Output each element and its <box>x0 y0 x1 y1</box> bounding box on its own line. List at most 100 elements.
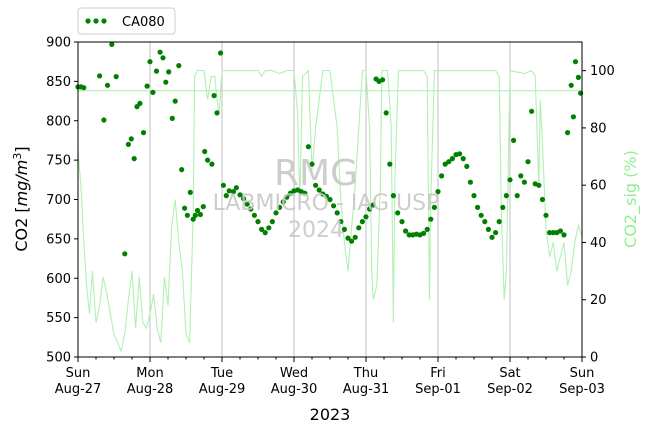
data-point <box>363 214 369 220</box>
data-point <box>157 49 163 55</box>
data-point <box>172 98 178 104</box>
data-point <box>406 232 412 238</box>
data-point <box>251 212 257 218</box>
data-point <box>439 173 445 179</box>
co2-sig-series <box>77 69 583 354</box>
x-tick-label-date: Aug-29 <box>199 382 246 397</box>
data-point <box>467 179 473 185</box>
data-point <box>262 230 268 236</box>
data-point <box>220 182 226 188</box>
data-point <box>521 179 528 185</box>
data-point <box>431 204 437 210</box>
data-point <box>166 69 172 75</box>
data-point <box>266 225 272 231</box>
x-axis-ticks: SunAug-27MonAug-28TueAug-29WedAug-30ThuA… <box>55 357 605 397</box>
y-tick-label: 500 <box>46 351 71 366</box>
data-point <box>356 225 362 231</box>
data-point <box>572 59 579 65</box>
data-point <box>565 130 571 136</box>
data-point <box>390 193 396 199</box>
data-point <box>568 82 574 88</box>
data-point <box>226 188 232 194</box>
data-point <box>269 219 275 225</box>
data-point <box>334 210 340 216</box>
data-point <box>209 161 215 167</box>
y2-axis-label: CO2_sig (%) <box>621 150 641 248</box>
data-point <box>547 230 553 236</box>
data-point <box>421 230 427 236</box>
data-point <box>331 203 337 209</box>
data-point <box>230 189 237 195</box>
y-tick-label: 700 <box>46 193 71 208</box>
watermark-line-1: RMG <box>274 153 358 194</box>
x-tick-label-day: Sat <box>499 366 520 381</box>
data-point <box>518 173 524 179</box>
y2-tick-label: 40 <box>590 236 607 251</box>
y-tick-label: 800 <box>46 114 71 129</box>
data-point <box>500 204 506 210</box>
x-tick-label-date: Aug-30 <box>271 382 318 397</box>
right-axis-ticks: 0 20 40 60 80 100 <box>582 64 615 366</box>
data-point <box>147 59 153 65</box>
data-point <box>131 156 137 162</box>
data-point <box>464 163 470 169</box>
data-point <box>192 212 198 218</box>
data-point <box>575 74 582 80</box>
data-point <box>309 161 315 167</box>
data-point <box>176 63 182 69</box>
data-point <box>428 216 434 222</box>
y-tick-label: 850 <box>46 75 71 90</box>
data-point <box>496 219 502 225</box>
data-point <box>550 230 556 236</box>
data-point <box>197 211 203 218</box>
data-point <box>352 234 358 240</box>
data-point <box>259 226 265 232</box>
data-point <box>570 114 577 120</box>
data-point <box>284 194 290 200</box>
y-tick-label: 550 <box>46 311 71 326</box>
data-point <box>244 201 250 207</box>
data-point <box>137 100 143 106</box>
data-point <box>150 89 156 95</box>
x-tick-label-day: Mon <box>136 366 163 381</box>
left-axis-ticks: 500 550 600 650 700 750 800 850 900 <box>46 36 78 366</box>
data-point <box>273 210 279 216</box>
ca080-series <box>75 41 584 257</box>
data-point <box>153 68 160 74</box>
data-point <box>399 219 405 225</box>
data-point <box>561 232 567 238</box>
x-tick-label-day: Thu <box>353 366 378 381</box>
data-point <box>539 196 546 203</box>
data-point <box>485 226 491 232</box>
watermark-line-3: 2024 <box>288 218 344 243</box>
y2-tick-label: 100 <box>590 64 615 79</box>
x-tick-label-date: Sep-03 <box>559 382 605 397</box>
data-point <box>255 219 261 225</box>
x-tick-label-date: Aug-28 <box>127 382 174 397</box>
data-point <box>435 189 441 195</box>
data-point <box>101 117 107 123</box>
data-point <box>557 228 564 234</box>
watermark-line-2: LABMICRO - IAG USP <box>213 191 440 216</box>
watermark: RMG LABMICRO - IAG USP 2024 <box>213 153 440 243</box>
data-point <box>179 167 185 173</box>
data-point <box>460 156 466 162</box>
data-point <box>387 161 393 167</box>
data-point <box>345 235 351 241</box>
x-tick-label-day: Fri <box>430 366 446 381</box>
data-point <box>190 216 196 222</box>
data-point <box>478 212 484 218</box>
data-point <box>327 196 333 203</box>
y-tick-label: 750 <box>46 154 71 169</box>
y-tick-label: 650 <box>46 232 71 247</box>
data-point <box>424 226 430 232</box>
data-point <box>302 190 308 196</box>
co2-sig-line <box>77 69 583 354</box>
data-point <box>305 144 311 150</box>
x-tick-label-date: Sep-02 <box>487 382 533 397</box>
legend-marker <box>101 18 107 24</box>
data-point <box>109 41 115 48</box>
data-point <box>370 202 376 208</box>
x-tick-label-day: Wed <box>280 366 308 381</box>
x-tick-label-date: Aug-27 <box>55 382 102 397</box>
